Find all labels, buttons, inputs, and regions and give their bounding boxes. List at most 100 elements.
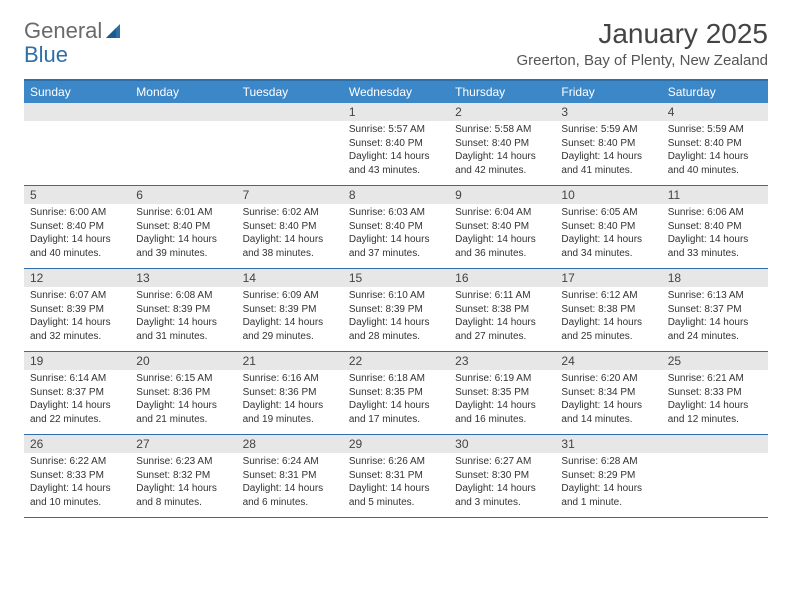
week-row: 19Sunrise: 6:14 AMSunset: 8:37 PMDayligh… <box>24 352 768 435</box>
day-cell: 6Sunrise: 6:01 AMSunset: 8:40 PMDaylight… <box>130 186 236 268</box>
daylight: Daylight: 14 hours and 19 minutes. <box>243 399 337 426</box>
sunrise: Sunrise: 6:22 AM <box>30 455 124 469</box>
day-cell: 20Sunrise: 6:15 AMSunset: 8:36 PMDayligh… <box>130 352 236 434</box>
day-cell: 5Sunrise: 6:00 AMSunset: 8:40 PMDaylight… <box>24 186 130 268</box>
day-number: 31 <box>555 435 661 453</box>
logo-sail-icon <box>104 22 124 40</box>
daylight: Daylight: 14 hours and 33 minutes. <box>668 233 762 260</box>
day-info: Sunrise: 6:12 AMSunset: 8:38 PMDaylight:… <box>555 287 661 347</box>
day-info: Sunrise: 6:06 AMSunset: 8:40 PMDaylight:… <box>662 204 768 264</box>
sunrise: Sunrise: 6:02 AM <box>243 206 337 220</box>
calendar: Sunday Monday Tuesday Wednesday Thursday… <box>24 79 768 518</box>
day-cell: 17Sunrise: 6:12 AMSunset: 8:38 PMDayligh… <box>555 269 661 351</box>
day-cell: 3Sunrise: 5:59 AMSunset: 8:40 PMDaylight… <box>555 103 661 185</box>
day-number: 28 <box>237 435 343 453</box>
day-info: Sunrise: 6:01 AMSunset: 8:40 PMDaylight:… <box>130 204 236 264</box>
week-row: 1Sunrise: 5:57 AMSunset: 8:40 PMDaylight… <box>24 103 768 186</box>
day-number: 18 <box>662 269 768 287</box>
sunset: Sunset: 8:31 PM <box>349 469 443 483</box>
daylight: Daylight: 14 hours and 24 minutes. <box>668 316 762 343</box>
dow-row: Sunday Monday Tuesday Wednesday Thursday… <box>24 81 768 103</box>
day-number: 15 <box>343 269 449 287</box>
day-info: Sunrise: 6:04 AMSunset: 8:40 PMDaylight:… <box>449 204 555 264</box>
day-cell: 19Sunrise: 6:14 AMSunset: 8:37 PMDayligh… <box>24 352 130 434</box>
sunset: Sunset: 8:38 PM <box>561 303 655 317</box>
dow-sun: Sunday <box>24 81 130 103</box>
daylight: Daylight: 14 hours and 29 minutes. <box>243 316 337 343</box>
day-info: Sunrise: 5:58 AMSunset: 8:40 PMDaylight:… <box>449 121 555 181</box>
sunrise: Sunrise: 6:00 AM <box>30 206 124 220</box>
sunrise: Sunrise: 6:12 AM <box>561 289 655 303</box>
logo: General <box>24 18 124 44</box>
day-info: Sunrise: 6:14 AMSunset: 8:37 PMDaylight:… <box>24 370 130 430</box>
day-number: 23 <box>449 352 555 370</box>
day-info: Sunrise: 6:08 AMSunset: 8:39 PMDaylight:… <box>130 287 236 347</box>
day-info: Sunrise: 6:16 AMSunset: 8:36 PMDaylight:… <box>237 370 343 430</box>
sunrise: Sunrise: 6:19 AM <box>455 372 549 386</box>
day-info: Sunrise: 6:15 AMSunset: 8:36 PMDaylight:… <box>130 370 236 430</box>
day-number: 25 <box>662 352 768 370</box>
header: General January 2025 Greerton, Bay of Pl… <box>0 0 792 75</box>
day-info: Sunrise: 6:20 AMSunset: 8:34 PMDaylight:… <box>555 370 661 430</box>
daylight: Daylight: 14 hours and 37 minutes. <box>349 233 443 260</box>
sunset: Sunset: 8:40 PM <box>136 220 230 234</box>
day-info: Sunrise: 6:21 AMSunset: 8:33 PMDaylight:… <box>662 370 768 430</box>
sunrise: Sunrise: 6:27 AM <box>455 455 549 469</box>
sunrise: Sunrise: 6:15 AM <box>136 372 230 386</box>
logo-text-general: General <box>24 18 102 44</box>
day-info: Sunrise: 6:19 AMSunset: 8:35 PMDaylight:… <box>449 370 555 430</box>
sunrise: Sunrise: 6:14 AM <box>30 372 124 386</box>
sunrise: Sunrise: 6:04 AM <box>455 206 549 220</box>
day-cell: 10Sunrise: 6:05 AMSunset: 8:40 PMDayligh… <box>555 186 661 268</box>
day-number: 20 <box>130 352 236 370</box>
sunset: Sunset: 8:36 PM <box>243 386 337 400</box>
sunrise: Sunrise: 6:08 AM <box>136 289 230 303</box>
day-number: 5 <box>24 186 130 204</box>
day-info: Sunrise: 6:05 AMSunset: 8:40 PMDaylight:… <box>555 204 661 264</box>
sunset: Sunset: 8:40 PM <box>349 137 443 151</box>
daylight: Daylight: 14 hours and 21 minutes. <box>136 399 230 426</box>
daylight: Daylight: 14 hours and 8 minutes. <box>136 482 230 509</box>
day-number: 8 <box>343 186 449 204</box>
sunset: Sunset: 8:40 PM <box>243 220 337 234</box>
day-cell: 14Sunrise: 6:09 AMSunset: 8:39 PMDayligh… <box>237 269 343 351</box>
sunset: Sunset: 8:30 PM <box>455 469 549 483</box>
sunset: Sunset: 8:34 PM <box>561 386 655 400</box>
day-cell: 4Sunrise: 5:59 AMSunset: 8:40 PMDaylight… <box>662 103 768 185</box>
day-cell <box>237 103 343 185</box>
daylight: Daylight: 14 hours and 40 minutes. <box>30 233 124 260</box>
dow-wed: Wednesday <box>343 81 449 103</box>
sunset: Sunset: 8:40 PM <box>349 220 443 234</box>
daylight: Daylight: 14 hours and 12 minutes. <box>668 399 762 426</box>
day-cell <box>130 103 236 185</box>
day-cell: 15Sunrise: 6:10 AMSunset: 8:39 PMDayligh… <box>343 269 449 351</box>
logo-text-blue: Blue <box>24 42 68 68</box>
day-number: 6 <box>130 186 236 204</box>
sunset: Sunset: 8:40 PM <box>668 220 762 234</box>
daylight: Daylight: 14 hours and 1 minute. <box>561 482 655 509</box>
day-info: Sunrise: 6:27 AMSunset: 8:30 PMDaylight:… <box>449 453 555 513</box>
daylight: Daylight: 14 hours and 43 minutes. <box>349 150 443 177</box>
day-number: 7 <box>237 186 343 204</box>
sunset: Sunset: 8:33 PM <box>668 386 762 400</box>
daylight: Daylight: 14 hours and 17 minutes. <box>349 399 443 426</box>
day-number: 9 <box>449 186 555 204</box>
sunrise: Sunrise: 5:59 AM <box>561 123 655 137</box>
sunset: Sunset: 8:33 PM <box>30 469 124 483</box>
day-cell: 18Sunrise: 6:13 AMSunset: 8:37 PMDayligh… <box>662 269 768 351</box>
daylight: Daylight: 14 hours and 32 minutes. <box>30 316 124 343</box>
day-cell: 22Sunrise: 6:18 AMSunset: 8:35 PMDayligh… <box>343 352 449 434</box>
day-cell: 23Sunrise: 6:19 AMSunset: 8:35 PMDayligh… <box>449 352 555 434</box>
sunrise: Sunrise: 6:16 AM <box>243 372 337 386</box>
day-cell: 9Sunrise: 6:04 AMSunset: 8:40 PMDaylight… <box>449 186 555 268</box>
week-row: 26Sunrise: 6:22 AMSunset: 8:33 PMDayligh… <box>24 435 768 518</box>
day-cell: 16Sunrise: 6:11 AMSunset: 8:38 PMDayligh… <box>449 269 555 351</box>
sunset: Sunset: 8:29 PM <box>561 469 655 483</box>
day-cell: 7Sunrise: 6:02 AMSunset: 8:40 PMDaylight… <box>237 186 343 268</box>
daylight: Daylight: 14 hours and 36 minutes. <box>455 233 549 260</box>
title-block: January 2025 Greerton, Bay of Plenty, Ne… <box>516 18 768 69</box>
day-number: 30 <box>449 435 555 453</box>
sunset: Sunset: 8:32 PM <box>136 469 230 483</box>
sunset: Sunset: 8:39 PM <box>136 303 230 317</box>
sunset: Sunset: 8:39 PM <box>349 303 443 317</box>
